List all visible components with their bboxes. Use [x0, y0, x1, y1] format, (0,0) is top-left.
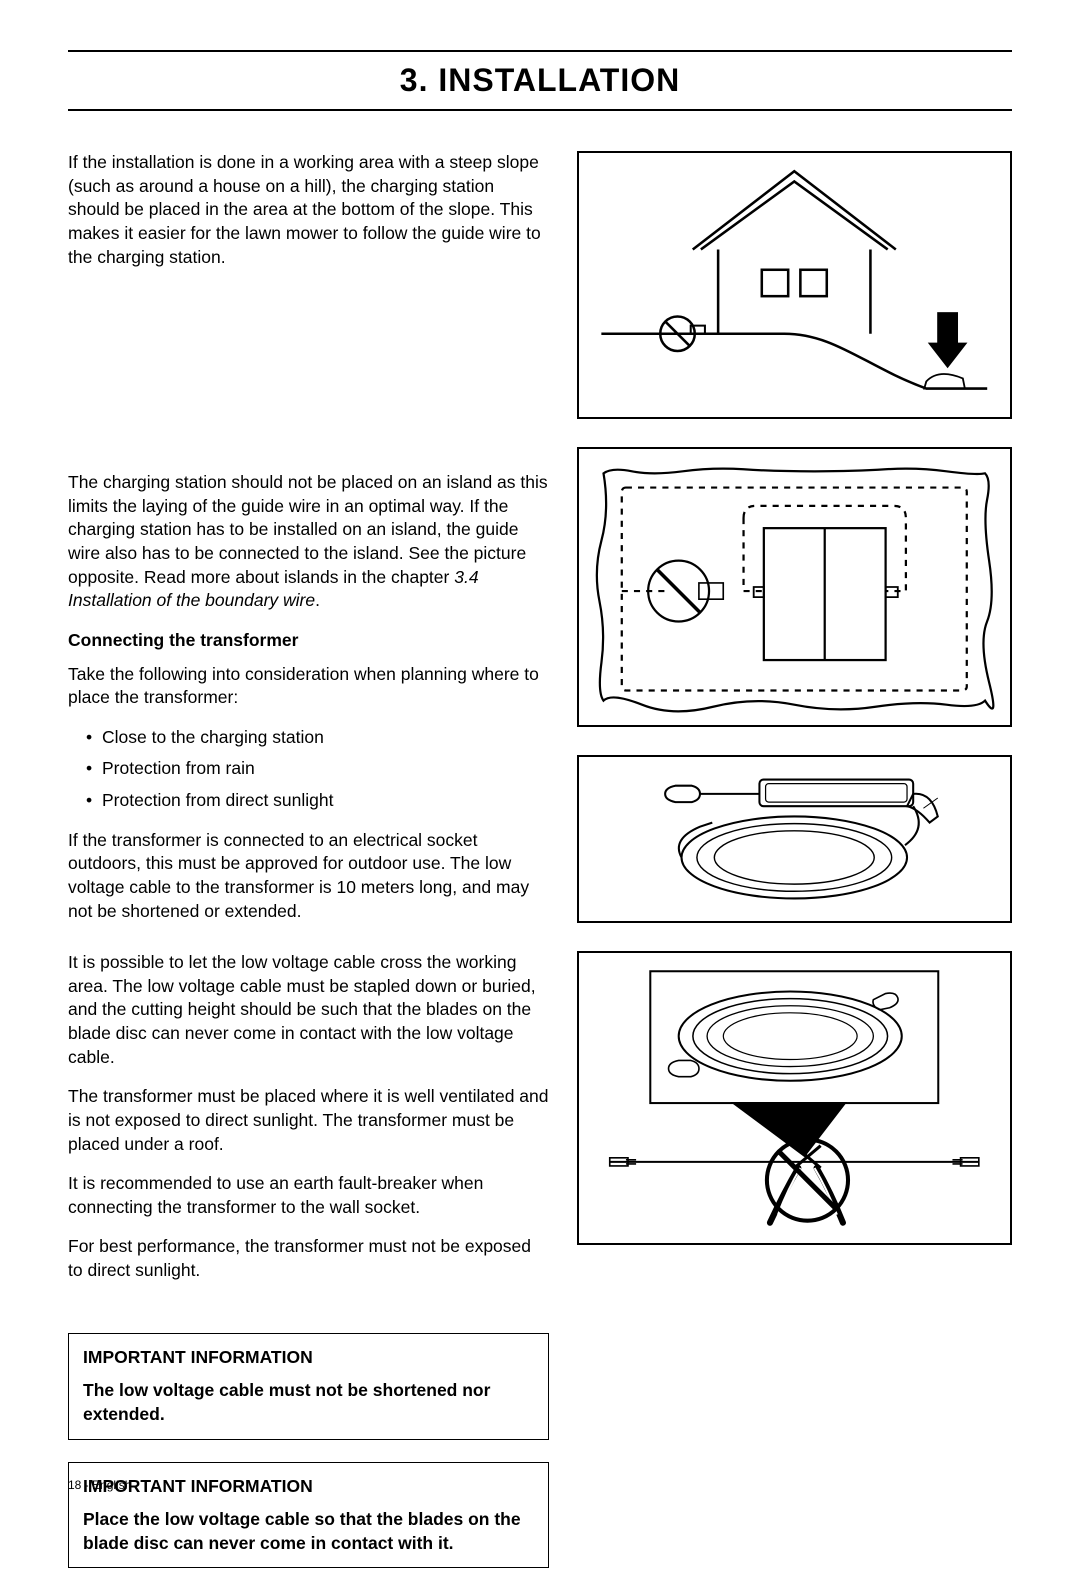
info1-title: IMPORTANT INFORMATION: [83, 1346, 534, 1370]
figure-house-slope: [577, 151, 1012, 419]
paragraph-ventilated: The transformer must be placed where it …: [68, 1085, 549, 1156]
info2-body: Place the low voltage cable so that the …: [83, 1508, 534, 1555]
paragraph-consider: Take the following into consideration wh…: [68, 663, 549, 710]
do-not-cut-icon: [579, 953, 1010, 1243]
info1-body: The low voltage cable must not be shorte…: [83, 1379, 534, 1426]
paragraph-socket: If the transformer is connected to an el…: [68, 829, 549, 924]
right-column: [577, 151, 1012, 1578]
bullet-sunlight: Protection from direct sunlight: [102, 789, 549, 813]
bullet-rain: Protection from rain: [102, 757, 549, 781]
paragraph-breaker: It is recommended to use an earth fault-…: [68, 1172, 549, 1219]
paragraph-performance: For best performance, the transformer mu…: [68, 1235, 549, 1282]
paragraph-slope: If the installation is done in a working…: [68, 151, 549, 269]
island-layout-icon: [579, 449, 1010, 725]
header-rule-top: [68, 50, 1012, 52]
left-column: If the installation is done in a working…: [68, 151, 549, 1578]
info-box-1: IMPORTANT INFORMATION The low voltage ca…: [68, 1333, 549, 1440]
bullet-close: Close to the charging station: [102, 726, 549, 750]
spacer: [68, 285, 549, 471]
subhead-transformer: Connecting the transformer: [68, 629, 549, 653]
page-title: 3. INSTALLATION: [68, 56, 1012, 105]
house-slope-icon: [579, 153, 1010, 417]
header-rule-bottom: [68, 109, 1012, 111]
paragraph-island: The charging station should not be place…: [68, 471, 549, 613]
transformer-icon: [579, 757, 1010, 921]
info2-title: IMPORTANT INFORMATION: [83, 1475, 534, 1499]
info-box-2: IMPORTANT INFORMATION Place the low volt…: [68, 1462, 549, 1569]
figure-do-not-cut: [577, 951, 1012, 1245]
bullet-list: Close to the charging station Protection…: [68, 726, 549, 813]
page-footer: 18 - English: [68, 1478, 131, 1492]
p2-c: .: [315, 590, 320, 610]
paragraph-cross: It is possible to let the low voltage ca…: [68, 951, 549, 1069]
figure-transformer: [577, 755, 1012, 923]
figure-island-layout: [577, 447, 1012, 727]
content-area: If the installation is done in a working…: [68, 151, 1012, 1578]
